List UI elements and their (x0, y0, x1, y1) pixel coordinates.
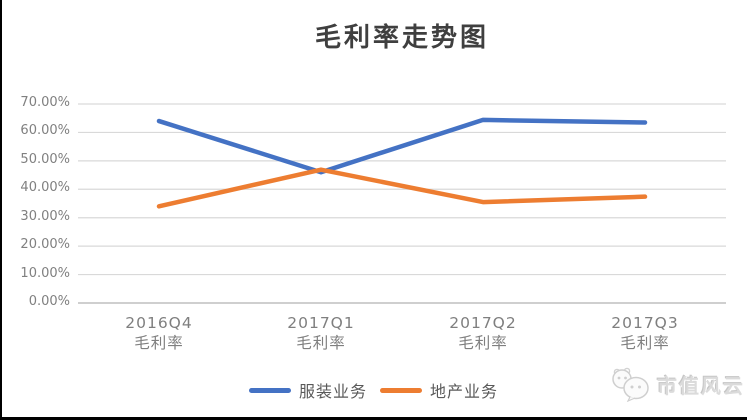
y-tick-label: 20.00% (20, 237, 70, 253)
panda-chat-logo-icon (612, 367, 649, 402)
y-tick-label: 40.00% (20, 180, 70, 196)
frame-border-bottom (0, 417, 747, 420)
y-tick-label: 70.00% (20, 95, 70, 110)
y-tick-label: 60.00% (20, 123, 70, 139)
watermark: 市值风云 (608, 366, 745, 402)
y-tick-label: 10.00% (20, 265, 70, 281)
legend-item-series-1: 地产业务 (380, 378, 498, 402)
legend-line-swatch-orange (380, 387, 422, 393)
frame-border-left (0, 0, 2, 420)
legend: 服装业务 地产业务 (0, 378, 747, 402)
chart-title: 毛利率走势图 (314, 23, 489, 53)
legend-label: 服装业务 (298, 382, 367, 401)
legend-label: 地产业务 (430, 382, 499, 401)
y-tick-label: 50.00% (20, 151, 70, 167)
y-tick-label: 30.00% (20, 208, 70, 224)
series-line-1 (156, 167, 648, 209)
legend-line-swatch-blue (248, 387, 291, 393)
legend-item-series-0: 服装业务 (248, 378, 367, 402)
y-tick-label: 0.00% (28, 294, 70, 309)
series-line-0 (156, 117, 648, 175)
watermark-text: 市值风云 (657, 373, 745, 398)
